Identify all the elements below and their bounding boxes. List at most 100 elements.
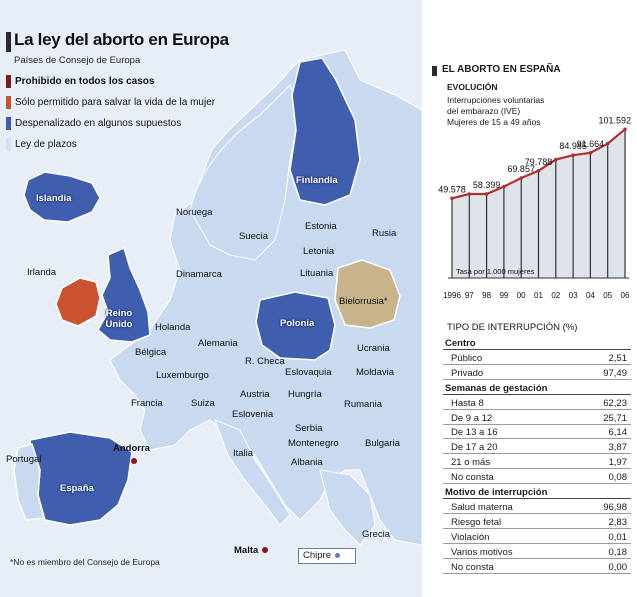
label-montenegro: Montenegro xyxy=(288,438,339,449)
table-row: De 17 a 20 3,87 xyxy=(443,441,631,455)
page-title: La ley del aborto en Europa xyxy=(14,30,229,49)
row-label: Varios motivos xyxy=(451,546,513,558)
row-label: Riesgo fetal xyxy=(451,516,502,528)
malta-name: Malta xyxy=(234,545,259,556)
tipo-interrupcion-title: TIPO DE INTERRUPCIÓN (%) xyxy=(447,322,578,333)
row-value: 2,83 xyxy=(608,516,628,528)
label-rumania: Rumania xyxy=(344,399,383,410)
row-value: 3,87 xyxy=(608,442,628,454)
label-serbia: Serbia xyxy=(295,423,323,434)
table-row: Riesgo fetal 2,83 xyxy=(443,516,631,529)
row-value: 2,51 xyxy=(608,352,628,364)
row-label: De 9 a 12 xyxy=(451,412,493,424)
row-value: 0,08 xyxy=(608,472,628,484)
finland-shape xyxy=(289,57,361,206)
row-label: No consta xyxy=(451,472,494,484)
row-label: Privado xyxy=(451,367,484,379)
chart-data-label: 101.592 xyxy=(598,115,631,125)
label-ucrania: Ucrania xyxy=(357,343,390,354)
label-portugal: Portugal xyxy=(6,454,42,465)
chart-point xyxy=(571,153,575,158)
row-label: Público xyxy=(451,352,483,364)
chart-point xyxy=(519,176,523,180)
table-row: No consta 0,08 xyxy=(443,471,631,485)
legend-swatch xyxy=(6,137,11,151)
title-bar-marker xyxy=(6,32,11,52)
chart-x-tick: 02 xyxy=(551,291,560,300)
label-rcheca: R. Checa xyxy=(245,356,285,367)
row-label: Violación xyxy=(451,531,490,543)
legend-label: Ley de plazos xyxy=(15,138,77,150)
chart-x-tick: 1996 xyxy=(443,291,461,300)
row-label: Motivo de interrupción xyxy=(445,487,548,498)
label-luxemburgo: Luxemburgo xyxy=(156,370,209,381)
chipre-dot xyxy=(335,552,340,558)
label-eslovaquia: Eslovaquia xyxy=(285,367,332,378)
row-value: 0,01 xyxy=(608,531,628,543)
legend-item-vida-mujer: Sólo permitido para salvar la vida de la… xyxy=(6,95,215,109)
italy-shape xyxy=(214,419,291,526)
row-value: 97,49 xyxy=(603,367,627,379)
label-belgica: Bélgica xyxy=(135,347,167,358)
row-label: Semanas de gestación xyxy=(445,382,548,394)
chart-ylabel: Tasa por 1.000 mujeres xyxy=(456,267,535,276)
ireland-shape xyxy=(55,277,101,327)
label-irlanda: Irlanda xyxy=(27,267,57,278)
chart-point xyxy=(623,127,627,132)
row-label: 21 o más xyxy=(451,457,491,469)
malta-dot xyxy=(262,547,269,554)
label-alemania: Alemania xyxy=(198,338,238,349)
table-row: De 9 a 12 25,71 xyxy=(443,412,631,425)
chart-x-tick: 05 xyxy=(603,291,612,300)
chart-data-label: 79.788 xyxy=(525,157,553,167)
table-row: Violación 0,01 xyxy=(443,531,631,544)
label-letonia: Letonia xyxy=(303,246,335,257)
legend-item-prohibido: Prohibido en todos los casos xyxy=(6,74,154,88)
chart-x-tick: 06 xyxy=(621,291,630,300)
label-islandia: Islandia xyxy=(36,193,72,204)
table-section-header: Motivo de interrupción xyxy=(443,486,631,499)
row-label: Salud materna xyxy=(451,501,513,513)
label-estonia: Estonia xyxy=(305,221,337,232)
iceland-shape xyxy=(23,171,101,223)
label-reino-unido: Reino Unido xyxy=(105,308,133,330)
label-italia: Italia xyxy=(233,448,254,459)
table-row: Privado 97,49 xyxy=(443,367,631,380)
label-bielorrusia: Bielorrusia* xyxy=(339,296,388,307)
label-suecia: Suecia xyxy=(239,231,269,242)
label-albania: Albania xyxy=(291,457,323,468)
evo-line-1: Interrupciones voluntarias xyxy=(447,95,545,105)
label-bulgaria: Bulgaria xyxy=(365,438,400,449)
chart-x-tick: 01 xyxy=(534,291,543,300)
chipre-name: Chipre xyxy=(303,550,331,561)
table-section-header: Centro xyxy=(443,337,631,350)
row-value: 0,18 xyxy=(608,546,628,558)
table-row: De 13 a 16 6,14 xyxy=(443,426,631,440)
legend-swatch xyxy=(6,116,11,130)
label-hungria: Hungría xyxy=(288,389,322,400)
portugal-shape xyxy=(13,443,45,521)
chart-data-label: 58.399 xyxy=(473,180,501,190)
page-subtitle: Países de Consejo de Europa xyxy=(14,55,141,66)
row-value: 6,14 xyxy=(608,427,628,439)
chart-point xyxy=(536,168,541,173)
label-eslovenia: Eslovenia xyxy=(232,409,274,420)
label-holanda: Holanda xyxy=(155,322,191,333)
label-andorra: Andorra xyxy=(113,443,150,454)
legend-item-ley-plazos: Ley de plazos xyxy=(6,137,77,151)
legend-item-despenalizado: Despenalizado en algunos supuestos xyxy=(6,116,181,130)
row-label: Centro xyxy=(445,338,476,349)
spain-section-title: EL ABORTO EN ESPAÑA xyxy=(442,64,561,75)
chart-x-tick: 00 xyxy=(517,291,526,300)
row-value: 62,23 xyxy=(603,397,627,409)
label-moldavia: Moldavia xyxy=(356,367,395,378)
row-value: 25,71 xyxy=(603,412,627,424)
label-lituania: Lituania xyxy=(300,268,334,279)
label-austria: Austria xyxy=(240,389,270,400)
table-row: Hasta 8 62,23 xyxy=(443,397,631,410)
chart-point xyxy=(554,157,558,162)
legend-label: Prohibido en todos los casos xyxy=(15,75,155,87)
chart-point xyxy=(450,196,454,201)
chart-x-tick: 99 xyxy=(499,291,508,300)
